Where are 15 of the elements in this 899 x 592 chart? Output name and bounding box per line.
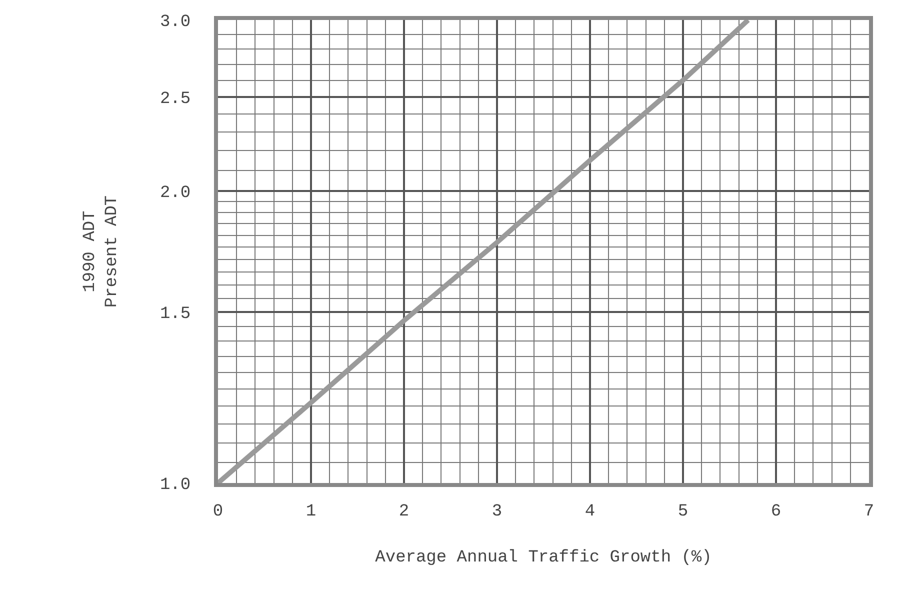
y-tick-label: 1.0 <box>160 476 191 495</box>
y-axis-title: 1990 ADT Present ADT <box>80 195 122 308</box>
x-tick-label: 3 <box>492 502 502 522</box>
y-tick-label: 2.5 <box>160 90 191 109</box>
x-tick-label: 1 <box>306 502 316 522</box>
x-axis-title: Average Annual Traffic Growth (%) <box>375 548 712 568</box>
x-tick-label: 0 <box>212 502 224 522</box>
x-tick-label: 6 <box>770 502 782 522</box>
y-tick-label: 3.0 <box>160 12 191 32</box>
y-tick-label: 1.5 <box>160 305 191 324</box>
x-tick-label: 7 <box>864 502 874 522</box>
x-tick-label: 4 <box>584 502 596 522</box>
x-tick-label: 2 <box>398 502 410 522</box>
y-tick-label: 2.0 <box>160 184 191 203</box>
x-tick-label: 5 <box>678 502 688 522</box>
